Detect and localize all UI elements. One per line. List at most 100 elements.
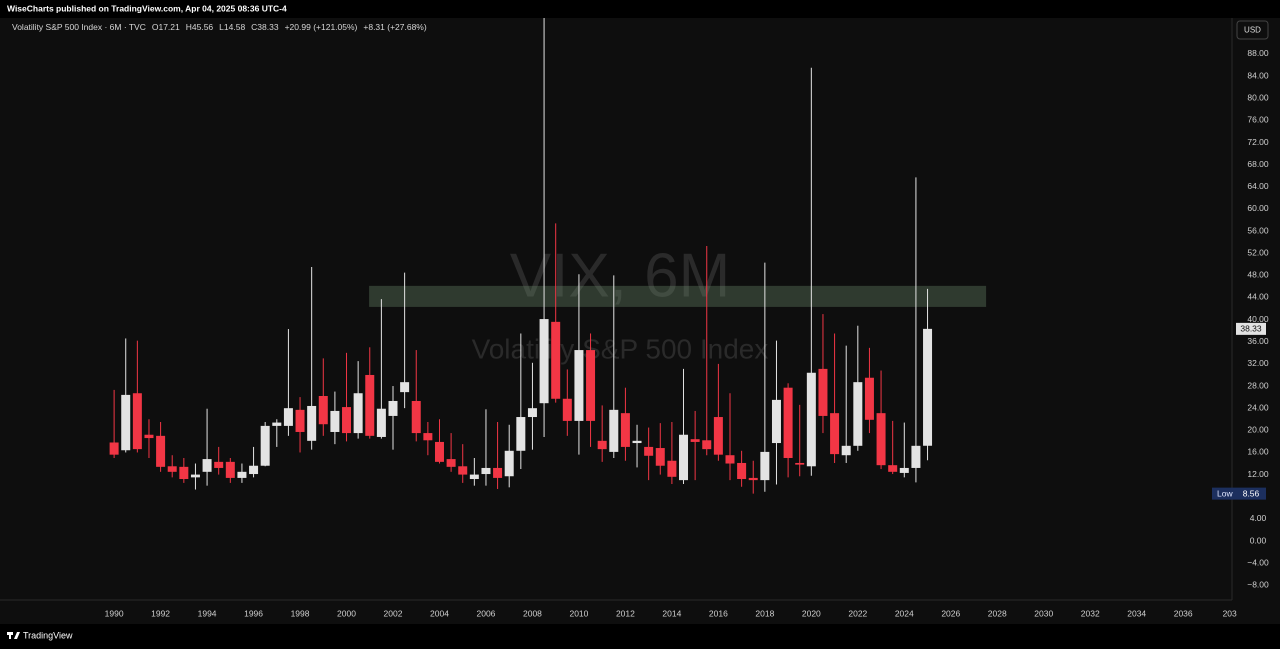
x-tick-label: 1998 — [291, 608, 310, 618]
x-tick-label: 2018 — [755, 608, 774, 618]
y-tick-label: 56.00 — [1247, 225, 1269, 235]
x-tick-label: 2002 — [384, 608, 403, 618]
candle-body — [830, 413, 840, 455]
y-tick-label: 24.00 — [1247, 402, 1269, 412]
candle-body — [818, 368, 828, 416]
plot-area — [109, 18, 987, 494]
candle-body — [446, 459, 456, 467]
candle-body — [504, 450, 514, 477]
candle-body — [923, 328, 933, 446]
x-tick-label: 2032 — [1081, 608, 1100, 618]
y-tick-label: 20.00 — [1247, 425, 1269, 435]
legend-item: L14.58 — [219, 22, 246, 32]
price-zone — [369, 285, 987, 307]
candle-body — [272, 422, 282, 426]
candle-body — [911, 445, 921, 468]
candle-body — [167, 466, 177, 472]
x-tick-label: 1990 — [105, 608, 124, 618]
y-tick-label: 68.00 — [1247, 159, 1269, 169]
candle-body — [527, 408, 537, 418]
candle-body — [434, 441, 444, 462]
candle-body — [411, 400, 421, 434]
candle-body — [109, 442, 119, 455]
watermark-symbol: VIX, 6M — [510, 241, 731, 310]
candle-body — [748, 477, 758, 481]
candle-body — [853, 382, 863, 446]
candle-body — [667, 460, 677, 477]
candle-body — [806, 372, 816, 467]
candle-body — [876, 413, 886, 466]
y-tick-label: 36.00 — [1247, 336, 1269, 346]
candle-body — [620, 413, 630, 447]
x-tick-label: 203 — [1223, 608, 1237, 618]
y-tick-label: 44.00 — [1247, 292, 1269, 302]
publisher: WiseCharts published on TradingView.com,… — [7, 3, 287, 13]
candle-body — [679, 434, 689, 481]
candle-body — [144, 434, 154, 439]
candle-body — [469, 474, 479, 480]
candle-body — [609, 409, 619, 452]
x-tick-label: 2016 — [709, 608, 728, 618]
last-price-box — [1236, 322, 1266, 335]
currency-label: USD — [1244, 26, 1261, 35]
legend-item: +20.99 (+121.05%) — [284, 22, 358, 32]
candle-body — [737, 462, 747, 480]
y-tick-label: 48.00 — [1247, 270, 1269, 280]
x-tick-label: 2022 — [848, 608, 867, 618]
candle-body — [690, 439, 700, 442]
candle-body — [260, 425, 270, 466]
candle-body — [632, 440, 642, 444]
candle-body — [458, 466, 468, 475]
candle-body — [899, 467, 909, 473]
y-tick-label: 40.00 — [1247, 314, 1269, 324]
candle-body — [202, 459, 212, 472]
x-tick-label: 2012 — [616, 608, 635, 618]
low-marker-value: 8.56 — [1243, 488, 1260, 498]
candle-body — [237, 471, 247, 478]
watermark-name: Volatility S&P 500 Index — [472, 333, 769, 364]
candle-body — [771, 399, 781, 444]
candle-body — [307, 405, 317, 441]
y-tick-label: 76.00 — [1247, 115, 1269, 125]
y-tick-label: −4.00 — [1247, 557, 1269, 567]
candle-body — [864, 377, 874, 420]
candle-body — [156, 435, 166, 467]
candle-body — [295, 409, 305, 432]
candle-body — [551, 321, 561, 399]
currency-button[interactable] — [1236, 20, 1269, 40]
candle-body — [249, 465, 259, 475]
candle-body — [644, 446, 654, 456]
y-tick-label: 28.00 — [1247, 380, 1269, 390]
x-tick-label: 2030 — [1034, 608, 1053, 618]
x-tick-label: 2020 — [802, 608, 821, 618]
candle-body — [841, 445, 851, 456]
candle-body — [423, 433, 433, 441]
candle-body — [353, 393, 363, 434]
x-tick-label: 2004 — [430, 608, 449, 618]
y-tick-label: 80.00 — [1247, 92, 1269, 102]
candle-body — [388, 400, 398, 416]
low-marker-label: Low — [1217, 488, 1233, 498]
x-tick-label: 2008 — [523, 608, 542, 618]
candle-body — [190, 474, 200, 478]
y-tick-label: 88.00 — [1247, 48, 1269, 58]
candle-body — [516, 417, 526, 451]
candle-body — [283, 408, 293, 426]
candle-body — [342, 407, 352, 434]
candle-body — [330, 410, 340, 432]
x-tick-label: 2036 — [1174, 608, 1193, 618]
top-bar — [0, 0, 1280, 18]
tv-logo — [7, 632, 20, 639]
candle-body — [318, 396, 328, 425]
legend-item: C38.33 — [251, 22, 279, 32]
candle-body — [365, 374, 375, 436]
candle-body — [760, 451, 770, 481]
candle-body — [783, 387, 793, 458]
y-tick-label: 0.00 — [1250, 535, 1267, 545]
candle-body — [225, 461, 235, 478]
x-tick-label: 2010 — [569, 608, 588, 618]
candle-body — [702, 440, 712, 450]
x-tick-label: 2014 — [662, 608, 681, 618]
low-marker-box — [1212, 487, 1266, 500]
